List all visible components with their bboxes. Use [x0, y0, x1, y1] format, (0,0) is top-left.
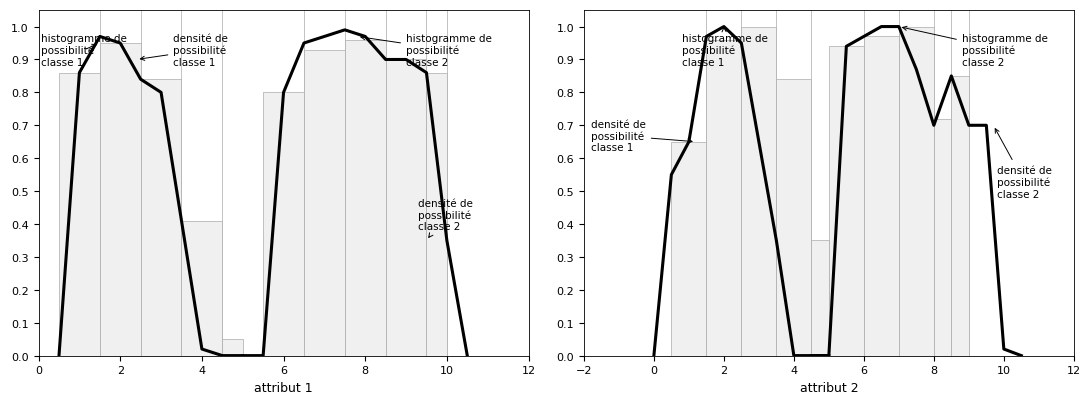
Bar [899, 28, 934, 356]
X-axis label: attribut 2: attribut 2 [799, 381, 858, 394]
Bar [864, 37, 899, 356]
Text: histogramme de
possibilité
classe 1: histogramme de possibilité classe 1 [681, 28, 768, 68]
Bar [99, 44, 141, 356]
Bar [141, 80, 181, 356]
Bar [223, 339, 242, 356]
Text: histogramme de
possibilité
classe 2: histogramme de possibilité classe 2 [360, 34, 491, 68]
Bar [385, 60, 427, 356]
Bar [59, 73, 99, 356]
Bar [427, 73, 447, 356]
Text: densité de
possibilité
classe 2: densité de possibilité classe 2 [995, 129, 1052, 199]
Bar [951, 77, 969, 356]
Text: histogramme de
possibilité
classe 2: histogramme de possibilité classe 2 [903, 27, 1047, 68]
Bar [811, 241, 829, 356]
Bar [304, 51, 345, 356]
Bar [345, 40, 385, 356]
Text: densité de
possibilité
classe 2: densité de possibilité classe 2 [418, 198, 473, 238]
Bar [672, 143, 707, 356]
Bar [263, 93, 304, 356]
Bar [776, 80, 811, 356]
Bar [181, 221, 223, 356]
Text: histogramme de
possibilité
classe 1: histogramme de possibilité classe 1 [40, 34, 127, 68]
Text: densité de
possibilité
classe 1: densité de possibilité classe 1 [591, 119, 692, 153]
Bar [707, 40, 741, 356]
Bar [829, 47, 864, 356]
Text: densité de
possibilité
classe 1: densité de possibilité classe 1 [141, 34, 228, 68]
Bar [741, 28, 776, 356]
X-axis label: attribut 1: attribut 1 [254, 381, 313, 394]
Bar [934, 119, 951, 356]
